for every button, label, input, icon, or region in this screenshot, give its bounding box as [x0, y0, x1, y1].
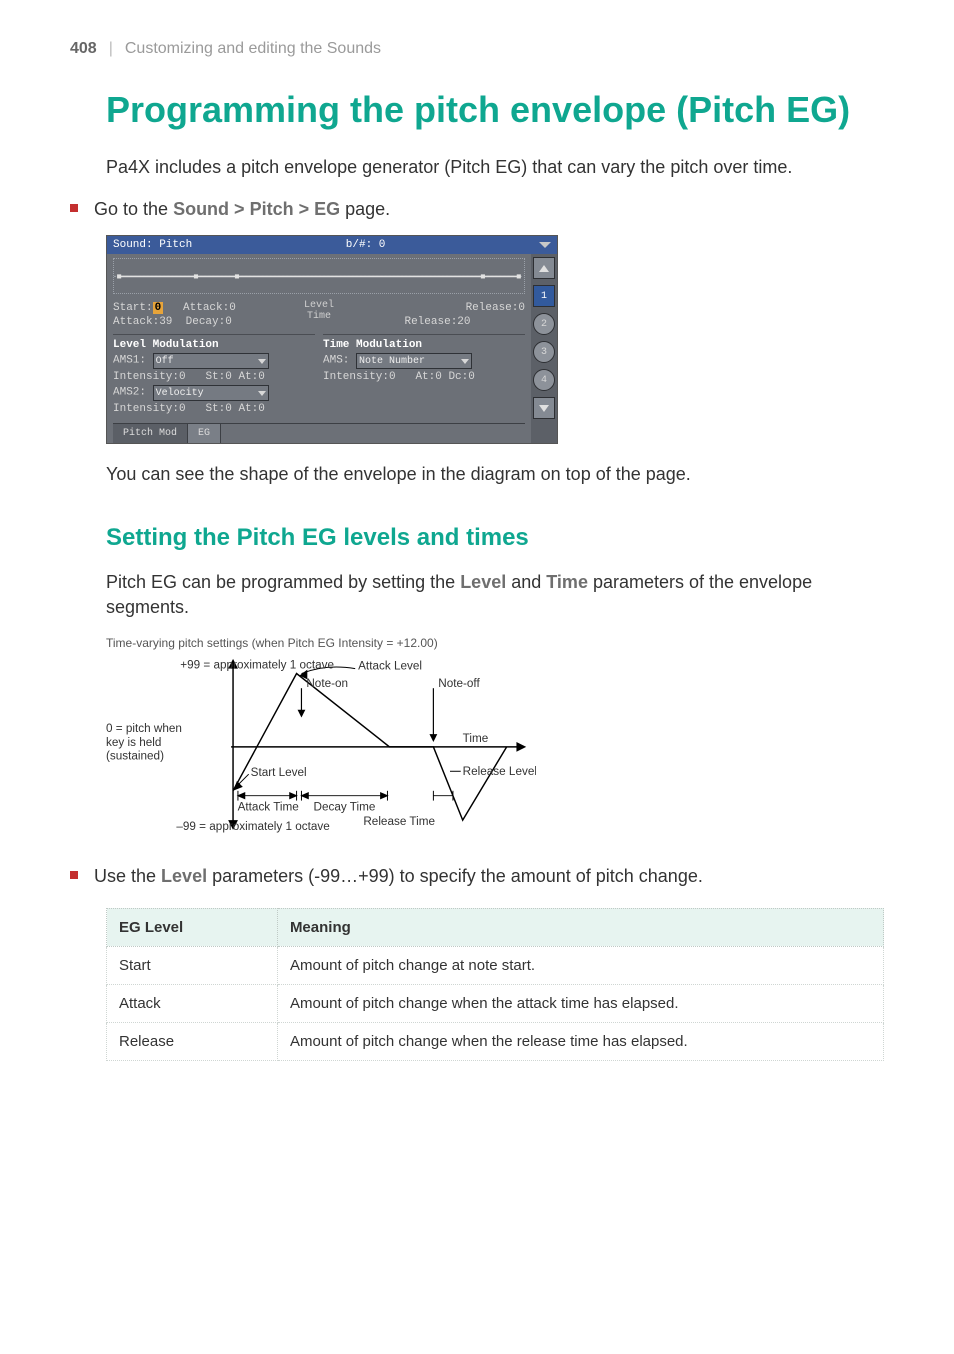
- eg-diagram-svg: +99 = approximately 1 octave Attack Leve…: [106, 654, 536, 840]
- table-row: ReleaseAmount of pitch change when the r…: [107, 1022, 884, 1060]
- bullet-icon: [70, 204, 78, 212]
- ams2-label: AMS2:: [113, 387, 146, 399]
- chevron-down-icon: [539, 405, 549, 412]
- ams2-stat: St:0 At:0: [205, 403, 264, 415]
- ams1-stat: St:0 At:0: [205, 371, 264, 383]
- svg-text:key is held: key is held: [106, 736, 161, 749]
- svg-text:Release Level: Release Level: [463, 765, 536, 778]
- svg-text:Time: Time: [463, 732, 489, 745]
- envelope-preview: [113, 258, 525, 294]
- osc-2-button[interactable]: 2: [533, 313, 555, 335]
- time-release-label: Release:20: [404, 316, 470, 328]
- svg-text:–99 = approximately 1 octave: –99 = approximately 1 octave: [176, 820, 329, 833]
- ams2-intensity: Intensity:0: [113, 403, 186, 415]
- level-mod-heading: Level Modulation: [113, 334, 315, 351]
- panel-title-center: b/#: 0: [192, 239, 539, 251]
- oscillator-sidebar: 1 2 3 4: [531, 254, 557, 443]
- scroll-up-button[interactable]: [533, 257, 555, 279]
- svg-text:Decay Time: Decay Time: [314, 800, 376, 813]
- goto-prefix: Go to the: [94, 199, 173, 219]
- level-start-label: Start:: [113, 302, 153, 314]
- table-header-level: EG Level: [107, 908, 278, 946]
- pitch-eg-screenshot: Sound: Pitch b/#: 0: [106, 235, 558, 444]
- time-decay-label: Decay:0: [186, 316, 232, 328]
- header-separator: |: [109, 40, 113, 58]
- after-panel-text: You can see the shape of the envelope in…: [106, 462, 884, 487]
- goto-suffix: page.: [340, 199, 390, 219]
- time-heading: Time: [307, 311, 331, 322]
- panel-titlebar: Sound: Pitch b/#: 0: [107, 236, 557, 254]
- svg-text:Start Level: Start Level: [251, 766, 307, 779]
- diagram-caption: Time-varying pitch settings (when Pitch …: [106, 636, 536, 650]
- osc-4-button[interactable]: 4: [533, 369, 555, 391]
- svg-text:Release Time: Release Time: [363, 815, 435, 828]
- eg-diagram: Time-varying pitch settings (when Pitch …: [106, 636, 536, 845]
- section-subheading: Setting the Pitch EG levels and times: [106, 524, 884, 552]
- param-level: Level: [161, 866, 207, 886]
- ams1-dropdown[interactable]: Off: [153, 353, 269, 369]
- osc-1-button[interactable]: 1: [533, 285, 555, 307]
- panel-tabs: Pitch Mod EG: [113, 423, 525, 443]
- panel-title-left: Sound: Pitch: [113, 239, 192, 251]
- ams2-dropdown[interactable]: Velocity: [153, 385, 269, 401]
- tab-eg[interactable]: EG: [188, 424, 221, 443]
- sub-intro: Pitch EG can be programmed by setting th…: [106, 570, 884, 620]
- bullet-icon: [70, 871, 78, 879]
- level-release-label: Release:0: [466, 302, 525, 314]
- tab-pitch-mod[interactable]: Pitch Mod: [113, 424, 188, 443]
- goto-instruction: Go to the Sound > Pitch > EG page.: [70, 196, 884, 223]
- goto-path: Sound > Pitch > EG: [173, 199, 340, 219]
- chapter-title: Customizing and editing the Sounds: [125, 40, 381, 58]
- page-header: 408 | Customizing and editing the Sounds: [70, 40, 884, 58]
- time-attack-label: Attack:39: [113, 316, 172, 328]
- osc-3-button[interactable]: 3: [533, 341, 555, 363]
- tm-ams-dropdown[interactable]: Note Number: [356, 353, 472, 369]
- chevron-down-icon: [258, 391, 266, 396]
- svg-text:Note-off: Note-off: [438, 677, 480, 690]
- param-time: Time: [546, 572, 588, 592]
- panel-menu-icon[interactable]: [539, 242, 551, 248]
- param-level: Level: [460, 572, 506, 592]
- tm-stat: At:0 Dc:0: [415, 371, 474, 383]
- tm-ams-label: AMS:: [323, 355, 349, 367]
- svg-text:+99 = approximately 1 octave: +99 = approximately 1 octave: [180, 659, 334, 672]
- table-header-meaning: Meaning: [277, 908, 883, 946]
- svg-text:Note-on: Note-on: [306, 677, 348, 690]
- intro-paragraph: Pa4X includes a pitch envelope generator…: [106, 155, 884, 180]
- scroll-down-button[interactable]: [533, 397, 555, 419]
- time-mod-heading: Time Modulation: [323, 334, 525, 351]
- chevron-down-icon: [461, 359, 469, 364]
- table-row: StartAmount of pitch change at note star…: [107, 946, 884, 984]
- table-row: AttackAmount of pitch change when the at…: [107, 984, 884, 1022]
- svg-text:Attack Level: Attack Level: [358, 660, 422, 673]
- page-number: 408: [70, 40, 97, 58]
- level-heading: Level: [304, 300, 334, 311]
- svg-text:(sustained): (sustained): [106, 749, 164, 762]
- svg-text:0 = pitch when: 0 = pitch when: [106, 722, 182, 735]
- svg-text:Attack Time: Attack Time: [238, 800, 299, 813]
- ams1-intensity: Intensity:0: [113, 371, 186, 383]
- use-level-instruction: Use the Level parameters (-99…+99) to sp…: [70, 863, 884, 890]
- ams1-label: AMS1:: [113, 355, 146, 367]
- chevron-down-icon: [258, 359, 266, 364]
- page-title: Programming the pitch envelope (Pitch EG…: [106, 88, 884, 131]
- chevron-up-icon: [539, 265, 549, 272]
- level-attack-label: Attack:0: [183, 302, 236, 314]
- eg-level-table: EG Level Meaning StartAmount of pitch ch…: [106, 908, 884, 1061]
- tm-intensity: Intensity:0: [323, 371, 396, 383]
- level-start-value[interactable]: 0: [153, 302, 164, 314]
